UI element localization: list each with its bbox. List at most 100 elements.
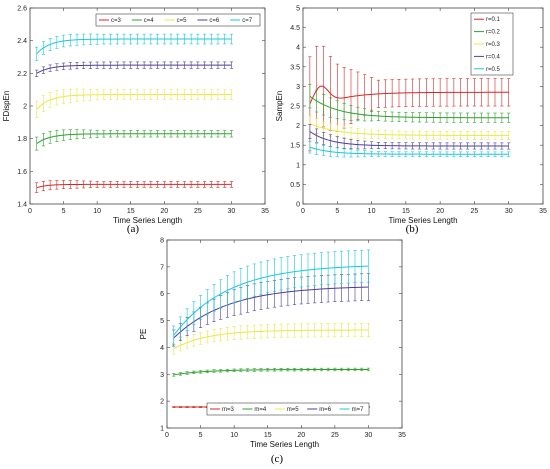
x-axis-label: Time Series Length — [250, 440, 319, 449]
series-r-0-5 — [308, 140, 511, 158]
series-line — [173, 329, 369, 350]
series-line — [173, 265, 369, 336]
y-tick-label: 2.6 — [17, 6, 27, 13]
series-line — [173, 286, 369, 339]
series-m-6 — [172, 273, 371, 347]
x-tick-label: 15 — [402, 208, 410, 215]
x-tick-label: 0 — [165, 432, 169, 439]
x-tick-label: 35 — [398, 432, 406, 439]
x-tick-label: 10 — [93, 208, 101, 215]
y-tick-label: 4 — [296, 45, 300, 52]
panel-label: (c) — [271, 453, 284, 465]
x-axis-label: Time Series Length — [388, 216, 457, 225]
x-tick-label: 10 — [368, 208, 376, 215]
panel-label: (a) — [127, 223, 140, 235]
y-axis-label: SampEn — [275, 91, 284, 122]
legend-entry: m=7 — [352, 407, 365, 413]
y-tick-label: 1.4 — [17, 202, 27, 209]
y-axis-label: FDispEn — [2, 91, 11, 122]
legend-entry: m=5 — [287, 407, 300, 413]
x-tick-label: 25 — [194, 208, 202, 215]
series-line — [173, 368, 369, 376]
series-line — [36, 38, 232, 55]
series-line — [309, 146, 509, 155]
y-tick-label: 4 — [160, 345, 164, 352]
y-tick-label: 1.6 — [17, 169, 27, 176]
series-c-7 — [35, 33, 234, 61]
chart-a: 0 5 10 15 20 25 30 35 1.4 1.6 1.8 2 2.2 2.4 2.6 Time Se… — [2, 6, 269, 236]
x-tick-label: 5 — [335, 208, 339, 215]
x-tick-label: 30 — [505, 208, 513, 215]
y-tick-label: 2 — [160, 399, 164, 406]
series-c-5 — [35, 88, 234, 118]
y-tick-label: 2.5 — [290, 104, 300, 111]
series-line — [309, 85, 509, 105]
x-tick-label: 0 — [301, 208, 305, 215]
x-tick-label: 20 — [160, 208, 168, 215]
x-tick-label: 20 — [297, 432, 305, 439]
chart-b: 0 5 10 15 20 25 30 35 0 0.5 1 1.5 2 2.5 3 3.5 4 4.5 5 Time … — [275, 6, 547, 236]
x-tick-label: 30 — [365, 432, 373, 439]
x-tick-label: 10 — [230, 432, 238, 439]
legend: r=0.1 r=0.2 r=0.3 r=0.4 r=0.5 — [470, 12, 514, 76]
legend-entry: r=0.3 — [486, 42, 501, 48]
y-tick-label: 8 — [160, 238, 164, 245]
panel-label: (b) — [406, 223, 419, 235]
y-tick-label: 7 — [160, 264, 164, 271]
y-tick-label: 1 — [296, 162, 300, 169]
y-tick-label: 1.5 — [290, 143, 300, 150]
chart-c: 0 5 10 15 20 25 30 35 1 2 3 4 5 6 7 8 Time Series Length… — [139, 238, 406, 466]
series-line — [36, 133, 232, 144]
series-line — [36, 64, 232, 74]
legend-entry: r=0.5 — [486, 67, 501, 73]
x-tick-label: 15 — [127, 208, 135, 215]
legend: m=3 m=4 m=5 m=6 m=7 — [206, 402, 370, 416]
series-c-4 — [35, 129, 234, 151]
series-r-0-3 — [308, 115, 511, 140]
y-tick-label: 1 — [160, 426, 164, 433]
legend-entry: m=3 — [222, 407, 235, 413]
series-line — [36, 94, 232, 110]
y-tick-label: 0 — [296, 202, 300, 209]
legend-entry: c=7 — [242, 18, 253, 24]
legend-entry: c=3 — [111, 18, 122, 24]
x-tick-label: 30 — [228, 208, 236, 215]
legend-entry: r=0.1 — [486, 17, 501, 23]
y-tick-label: 6 — [160, 291, 164, 298]
series-line — [309, 95, 509, 119]
x-tick-label: 20 — [436, 208, 444, 215]
y-tick-label: 2 — [23, 104, 27, 111]
legend-box — [95, 13, 261, 27]
x-tick-label: 0 — [28, 208, 32, 215]
x-tick-label: 35 — [539, 208, 547, 215]
legend-box — [206, 402, 370, 416]
y-tick-label: 4.5 — [290, 25, 300, 32]
x-axis-label: Time Series Length — [113, 216, 182, 225]
x-tick-label: 25 — [331, 432, 339, 439]
plot-frame — [29, 7, 266, 205]
y-tick-label: 1.8 — [17, 136, 27, 143]
series-m-4 — [172, 367, 371, 377]
y-tick-label: 2.4 — [17, 38, 27, 45]
series-m-5 — [172, 323, 371, 355]
x-tick-label: 35 — [261, 208, 269, 215]
y-tick-label: 5 — [160, 318, 164, 325]
x-tick-label: 5 — [199, 432, 203, 439]
plot-frame — [166, 239, 403, 429]
series-m-7 — [172, 249, 371, 346]
series-c-6 — [35, 61, 234, 77]
y-tick-label: 3 — [296, 84, 300, 91]
series-line — [309, 131, 509, 147]
series-line — [309, 123, 509, 136]
y-tick-label: 2.2 — [17, 71, 27, 78]
x-tick-label: 15 — [264, 432, 272, 439]
x-tick-label: 25 — [471, 208, 479, 215]
series-line — [36, 183, 232, 189]
legend-entry: r=0.2 — [486, 30, 501, 36]
series-c-3 — [35, 180, 234, 193]
y-tick-label: 2 — [296, 123, 300, 130]
y-axis-label: PE — [139, 329, 148, 340]
series-r-0-2 — [308, 84, 511, 123]
y-tick-label: 3 — [160, 372, 164, 379]
